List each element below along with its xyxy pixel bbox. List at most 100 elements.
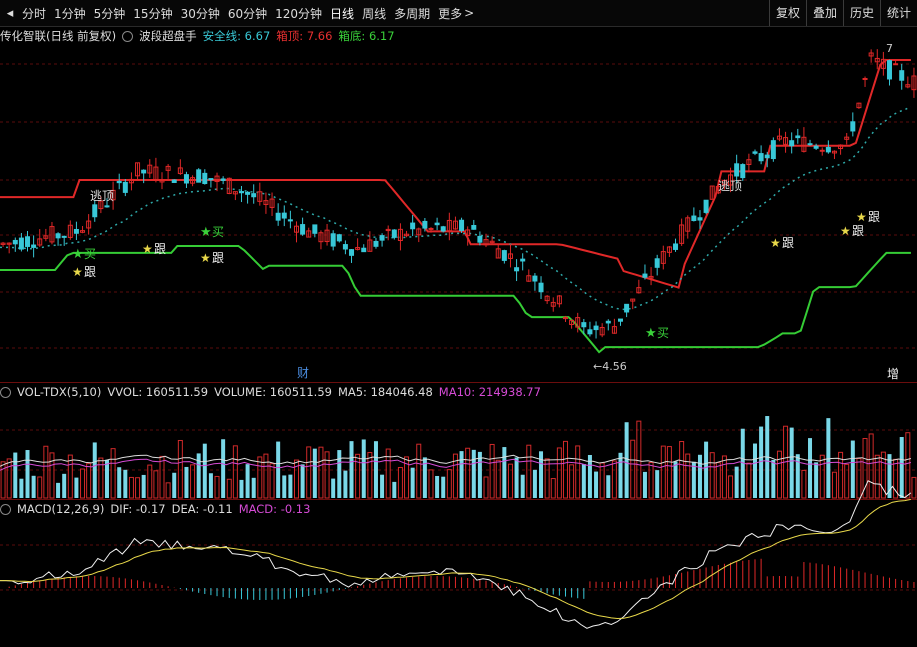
volume-bar — [208, 473, 213, 498]
vvol-value: VVOL: 160511.59 — [107, 385, 209, 399]
candle-body — [251, 193, 257, 198]
candle-body — [0, 242, 6, 245]
candle-body — [581, 322, 587, 328]
period-tab-8[interactable]: 周线 — [362, 6, 387, 21]
volume-value: VOLUME: 160511.59 — [214, 385, 332, 399]
low-price-label: ←4.56 — [593, 360, 627, 373]
volume-bar — [746, 462, 752, 499]
volume-bar — [337, 450, 342, 498]
macd-value: MACD: -0.13 — [238, 502, 311, 516]
volume-bar — [37, 476, 43, 499]
toolbar-button-1[interactable]: 叠加 — [805, 0, 843, 26]
candle-body — [428, 227, 434, 230]
candle-body — [422, 220, 428, 229]
period-tab-1[interactable]: 1分钟 — [54, 6, 86, 21]
volume-bar — [19, 478, 24, 498]
candle-body — [355, 247, 361, 250]
candle-body — [465, 229, 471, 237]
candle-body — [862, 78, 868, 81]
volume-bar — [507, 463, 513, 499]
candle-body — [874, 57, 880, 63]
candle-body — [373, 240, 379, 247]
candle-body — [813, 145, 819, 149]
candle-body — [98, 200, 104, 210]
candle-body — [569, 319, 575, 325]
candle-body — [905, 84, 911, 88]
volume-bar — [300, 464, 305, 498]
toolbar-button-3[interactable]: 统计 — [879, 0, 917, 26]
volume-bar — [318, 446, 324, 499]
period-tab-9[interactable]: 多周期 — [394, 6, 431, 21]
candle-body — [477, 235, 483, 243]
candle-body — [92, 204, 98, 218]
candle-body — [324, 229, 330, 243]
period-tab-3[interactable]: 15分钟 — [133, 6, 173, 21]
period-tab-10[interactable]: 更多 — [438, 6, 463, 21]
volume-bar — [759, 426, 764, 498]
volume-bar — [624, 422, 629, 498]
indicator-settings-icon[interactable] — [122, 31, 134, 42]
volume-bar — [343, 470, 348, 498]
candle-body — [795, 135, 801, 139]
candle-body — [642, 273, 648, 278]
period-tab-6[interactable]: 120分钟 — [275, 6, 323, 21]
candle-body — [746, 159, 752, 165]
period-tab-5[interactable]: 60分钟 — [227, 6, 268, 21]
candle-body — [770, 140, 776, 160]
candle-body — [575, 317, 581, 328]
panel-divider-1 — [0, 382, 917, 383]
candle-body — [856, 102, 862, 109]
candle-body — [238, 191, 244, 194]
volume-settings-icon[interactable] — [0, 387, 11, 398]
volume-bar — [263, 453, 269, 499]
candle-body — [300, 224, 306, 235]
candle-body — [128, 178, 134, 184]
volume-bar — [74, 477, 79, 498]
candle-body — [245, 191, 251, 195]
period-tab-2[interactable]: 5分钟 — [93, 6, 126, 21]
volume-bar — [251, 477, 256, 498]
volume-bar — [361, 439, 366, 498]
candle-body — [410, 222, 416, 230]
volume-bar — [734, 466, 739, 498]
volume-bar — [13, 452, 18, 498]
candle-body — [764, 154, 770, 159]
candle-body — [648, 275, 654, 279]
volume-bar — [62, 473, 67, 498]
candle-body — [691, 215, 697, 222]
volume-bar — [618, 452, 623, 498]
volume-bar — [282, 475, 287, 498]
candle-body — [190, 177, 196, 184]
candle-body — [526, 275, 532, 282]
volume-bar — [721, 455, 727, 499]
volume-bar — [575, 445, 581, 499]
period-tab-0[interactable]: 分时 — [22, 6, 47, 21]
candle-body — [807, 143, 813, 146]
toolbar-button-2[interactable]: 历史 — [842, 0, 880, 26]
toolbar-button-0[interactable]: 复权 — [768, 0, 806, 26]
volume-bar — [92, 442, 97, 498]
volume-bar — [776, 450, 782, 499]
more-chevron-icon[interactable]: > — [464, 6, 475, 20]
high-price-label: 7 — [886, 42, 893, 55]
back-arrow-icon[interactable]: ◂ — [6, 5, 14, 21]
candle-body — [471, 224, 477, 230]
period-tab-7[interactable]: 日线 — [330, 6, 355, 21]
ma5-value: MA5: 184046.48 — [337, 385, 433, 399]
volume-bar — [539, 451, 544, 498]
macd-settings-icon[interactable] — [0, 504, 11, 515]
candle-body — [385, 228, 391, 232]
volume-bar — [471, 449, 476, 498]
candle-body — [819, 149, 825, 152]
candle-body — [281, 212, 287, 219]
candle-body — [679, 224, 685, 244]
period-tab-4[interactable]: 30分钟 — [180, 6, 220, 21]
volume-bar — [844, 463, 850, 499]
candle-body — [789, 140, 795, 147]
candle-body — [220, 178, 226, 181]
volume-bar — [196, 453, 201, 498]
candle-body — [367, 239, 373, 252]
candle-body — [49, 226, 55, 243]
candle-body — [452, 220, 458, 230]
